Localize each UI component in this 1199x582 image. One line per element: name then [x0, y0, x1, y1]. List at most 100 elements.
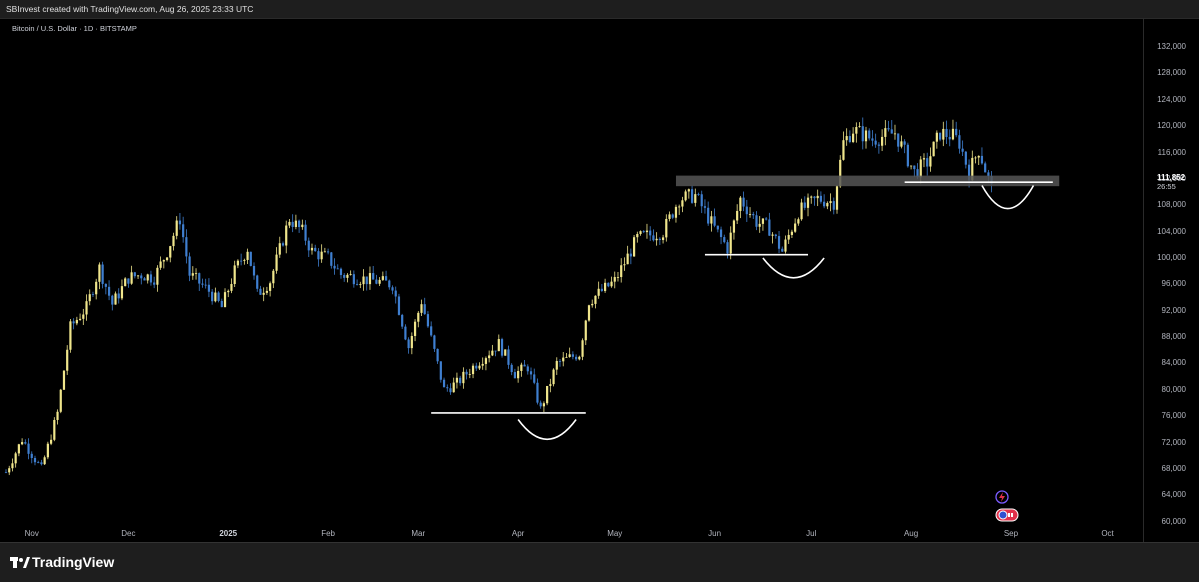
candle-body	[948, 137, 951, 140]
candle-body	[8, 468, 11, 473]
candle-body	[890, 129, 893, 134]
candle-body	[236, 260, 240, 266]
candle-body	[301, 224, 304, 228]
candle-body	[687, 189, 690, 192]
candle-body	[900, 141, 903, 147]
candle-body	[690, 189, 694, 203]
candle-body	[893, 133, 897, 135]
rounded-bottom-arc	[517, 419, 577, 441]
candle-body	[661, 237, 665, 240]
candle-body	[674, 206, 678, 218]
candle-body	[835, 186, 839, 210]
candle-body	[497, 339, 500, 352]
candle-body	[194, 273, 198, 274]
candle-body	[165, 257, 169, 261]
candle-body	[288, 221, 291, 226]
time-tick: Dec	[121, 529, 136, 538]
candle-body	[304, 224, 307, 241]
candle-body	[819, 195, 823, 202]
candle-body	[874, 140, 877, 145]
candle-body	[752, 214, 755, 216]
candle-body	[881, 136, 884, 146]
candle-body	[49, 439, 53, 444]
candle-body	[220, 300, 223, 308]
candle-body	[243, 259, 246, 261]
candle-body	[755, 215, 758, 227]
candle-body	[600, 288, 603, 291]
candle-body	[800, 202, 803, 220]
candle-body	[555, 361, 558, 370]
candle-body	[884, 128, 887, 137]
candle-body	[230, 284, 233, 291]
candle-body	[182, 224, 185, 238]
candle-body	[861, 126, 864, 142]
candle-body	[107, 286, 111, 296]
candle-body	[95, 281, 98, 295]
candle-body	[149, 274, 153, 283]
candle-body	[623, 264, 626, 266]
candle-body	[562, 357, 565, 362]
candle-body	[845, 136, 848, 141]
candle-body	[922, 158, 926, 160]
candle-body	[471, 365, 475, 375]
candle-body	[104, 283, 107, 287]
candle-body	[452, 382, 455, 393]
candle-body	[56, 411, 59, 420]
time-tick: Mar	[411, 529, 426, 538]
chart-frame	[0, 18, 1199, 543]
candle-body	[823, 201, 826, 207]
candle-body	[24, 442, 27, 444]
candle-body	[404, 326, 407, 340]
candle-body	[426, 314, 430, 327]
header-bar: SBInvest created with TradingView.com, A…	[0, 0, 1199, 18]
candle-body	[607, 282, 610, 287]
candle-body	[298, 220, 301, 228]
candle-body	[413, 321, 417, 336]
candle-body	[903, 141, 906, 145]
candle-body	[913, 165, 916, 170]
candle-body	[101, 264, 104, 284]
candle-body	[352, 274, 355, 285]
candle-body	[488, 355, 491, 359]
candle-body	[59, 389, 62, 412]
replay-toggle-icon[interactable]	[995, 508, 1019, 522]
lightning-alert-icon[interactable]	[994, 490, 1010, 504]
candle-body	[858, 126, 861, 128]
candle-body	[85, 301, 88, 315]
candle-body	[716, 225, 719, 230]
candle-body	[281, 243, 285, 246]
candle-body	[246, 251, 249, 260]
candle-body	[916, 169, 919, 178]
rounded-bottom-arc	[981, 185, 1035, 210]
candle-body	[723, 237, 726, 243]
candle-body	[78, 318, 82, 320]
candle-body	[919, 159, 922, 178]
candle-body	[40, 462, 43, 465]
credit-text: SBInvest created with TradingView.com, A…	[6, 4, 254, 14]
candle-body	[130, 272, 133, 284]
candle-body	[719, 229, 723, 238]
candle-body	[980, 155, 984, 164]
candle-body	[494, 350, 497, 352]
candle-body	[88, 294, 91, 302]
candle-body	[446, 387, 449, 389]
time-tick: Apr	[511, 529, 525, 538]
price-tick: 64,000	[1161, 490, 1186, 500]
time-tick: 2025	[219, 529, 238, 538]
candle-body	[517, 370, 520, 379]
candle-body	[813, 196, 816, 199]
candle-body	[703, 206, 707, 208]
price-tick: 76,000	[1161, 411, 1186, 421]
candle-body	[394, 290, 397, 297]
candle-body	[159, 261, 162, 268]
time-tick: Nov	[24, 529, 39, 538]
candle-body	[17, 444, 20, 454]
candle-body	[826, 203, 829, 207]
candle-body	[384, 276, 388, 281]
candle-body	[355, 284, 359, 285]
candle-body	[533, 374, 536, 383]
candle-body	[645, 230, 649, 233]
candle-body	[162, 260, 165, 262]
candle-body	[626, 253, 629, 265]
